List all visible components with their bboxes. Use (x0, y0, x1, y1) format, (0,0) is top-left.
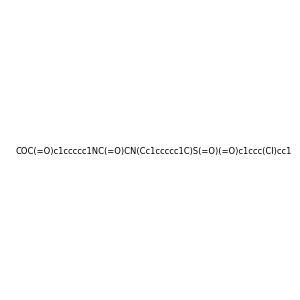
Text: COC(=O)c1ccccc1NC(=O)CN(Cc1ccccc1C)S(=O)(=O)c1ccc(Cl)cc1: COC(=O)c1ccccc1NC(=O)CN(Cc1ccccc1C)S(=O)… (16, 147, 292, 156)
